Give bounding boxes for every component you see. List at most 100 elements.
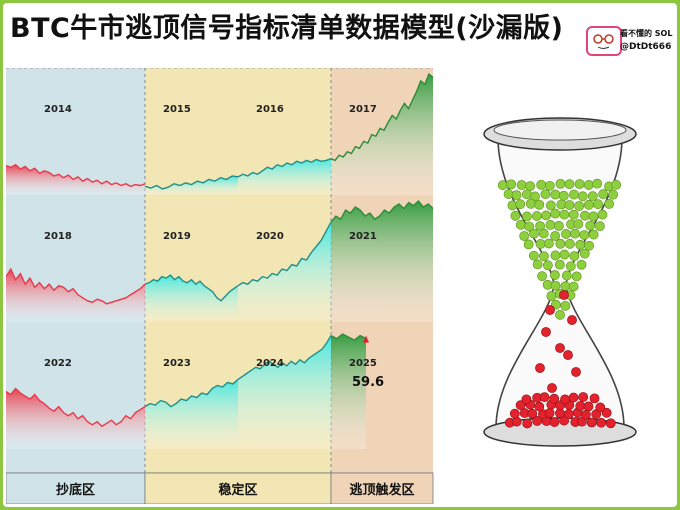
red-falling-ball (547, 383, 557, 393)
green-sand-ball (597, 209, 608, 220)
year-label: 2016 (256, 104, 284, 115)
red-sand-ball (605, 418, 616, 429)
green-sand-ball (568, 281, 579, 292)
red-sand-ball (522, 418, 533, 429)
year-label: 2015 (163, 104, 191, 115)
green-sand-ball (525, 181, 536, 192)
hourglass-drawing (483, 117, 637, 447)
zone-label-box (330, 472, 434, 505)
green-sand-ball (584, 240, 594, 251)
red-sand-ball (589, 393, 600, 404)
green-sand-ball (538, 228, 549, 239)
green-sand-ball (575, 239, 586, 250)
zone-label-box (5, 472, 146, 505)
green-sand-ball (555, 238, 566, 249)
red-falling-ball (535, 363, 545, 373)
green-sand-ball (523, 239, 534, 250)
green-sand-ball (540, 189, 551, 200)
series-line-2018 (5, 267, 146, 305)
year-label: 2020 (256, 231, 284, 242)
red-sand-ball (527, 408, 538, 419)
green-sand-ball (585, 220, 596, 231)
zone-label-box (144, 472, 332, 505)
year-label: 2023 (163, 358, 191, 369)
red-falling-ball (559, 290, 569, 300)
green-sand-ball (554, 259, 565, 270)
green-sand-ball (543, 238, 554, 249)
green-sand-ball (511, 190, 522, 201)
red-falling-ball (555, 343, 565, 353)
brand-avatar (586, 26, 622, 56)
green-sand-ball (604, 198, 614, 209)
series-line-2014 (5, 163, 146, 188)
series-area-2018 (6, 269, 145, 322)
green-sand-ball (579, 230, 590, 240)
series-area-2017 (331, 74, 433, 195)
green-sand-ball (550, 250, 561, 261)
green-sand-ball (580, 210, 590, 221)
series-line-2022 (5, 387, 146, 428)
year-label: 2018 (44, 231, 72, 242)
series-line-2019 (144, 274, 239, 302)
green-sand-ball (560, 300, 571, 311)
red-falling-ball (567, 315, 577, 325)
green-sand-ball (550, 280, 561, 291)
green-sand-ball (545, 220, 556, 230)
green-sand-ball (579, 248, 590, 259)
series-area-2023 (145, 379, 238, 449)
page-title: BTC牛市逃顶信号指标清单数据模型(沙漏版) (10, 13, 564, 44)
series-area-2025 (331, 334, 366, 449)
year-label: 2024 (256, 358, 284, 369)
red-falling-ball (571, 367, 581, 377)
series-area-2016 (238, 158, 331, 195)
green-sand-ball (592, 178, 603, 189)
green-sand-ball (573, 219, 584, 229)
green-sand-ball (541, 210, 552, 221)
green-sand-ball (529, 228, 539, 239)
red-sand-ball (581, 409, 591, 420)
zone-label: 抄底区 (56, 482, 95, 498)
green-sand-ball (593, 199, 603, 210)
green-sand-ball (549, 270, 560, 280)
green-sand-ball (598, 189, 609, 200)
red-sand-ball (515, 400, 526, 411)
green-sand-ball (515, 219, 526, 230)
green-sand-ball (553, 220, 564, 231)
year-label: 2025 (349, 358, 377, 369)
zone-label: 稳定区 (218, 482, 257, 498)
green-sand-ball (516, 180, 527, 190)
series-area-2024 (238, 335, 331, 449)
green-sand-ball (532, 259, 543, 270)
green-sand-ball (528, 250, 539, 261)
year-label: 2017 (349, 104, 377, 115)
signal-value-label: 59.6 (352, 375, 384, 390)
red-sand-ball (549, 417, 560, 427)
green-sand-ball (525, 198, 536, 209)
green-sand-ball (577, 191, 588, 202)
red-sand-ball (549, 393, 560, 404)
green-sand-ball (506, 179, 517, 190)
green-sand-ball (583, 199, 594, 210)
green-sand-ball (558, 190, 569, 201)
green-sand-ball (531, 211, 542, 221)
series-line-2023 (144, 378, 239, 408)
green-sand-ball (524, 221, 535, 232)
series-line-2015 (144, 175, 239, 190)
red-sand-ball (511, 416, 522, 427)
green-sand-ball (564, 238, 575, 249)
red-sand-ball (583, 401, 594, 412)
green-sand-ball (550, 189, 561, 200)
green-sand-ball (536, 179, 547, 190)
green-sand-ball (588, 229, 599, 240)
green-sand-ball (519, 231, 530, 241)
green-sand-ball (497, 180, 508, 191)
series-area-2019 (145, 275, 238, 322)
series-line-2017 (330, 72, 434, 162)
year-label: 2022 (44, 358, 72, 369)
green-sand-ball (522, 211, 532, 222)
red-sand-ball (596, 417, 607, 428)
green-sand-ball (534, 199, 545, 210)
brand-name: 看不懂的 SOL (620, 29, 673, 38)
green-sand-ball (569, 189, 579, 200)
green-sand-ball (565, 261, 576, 272)
